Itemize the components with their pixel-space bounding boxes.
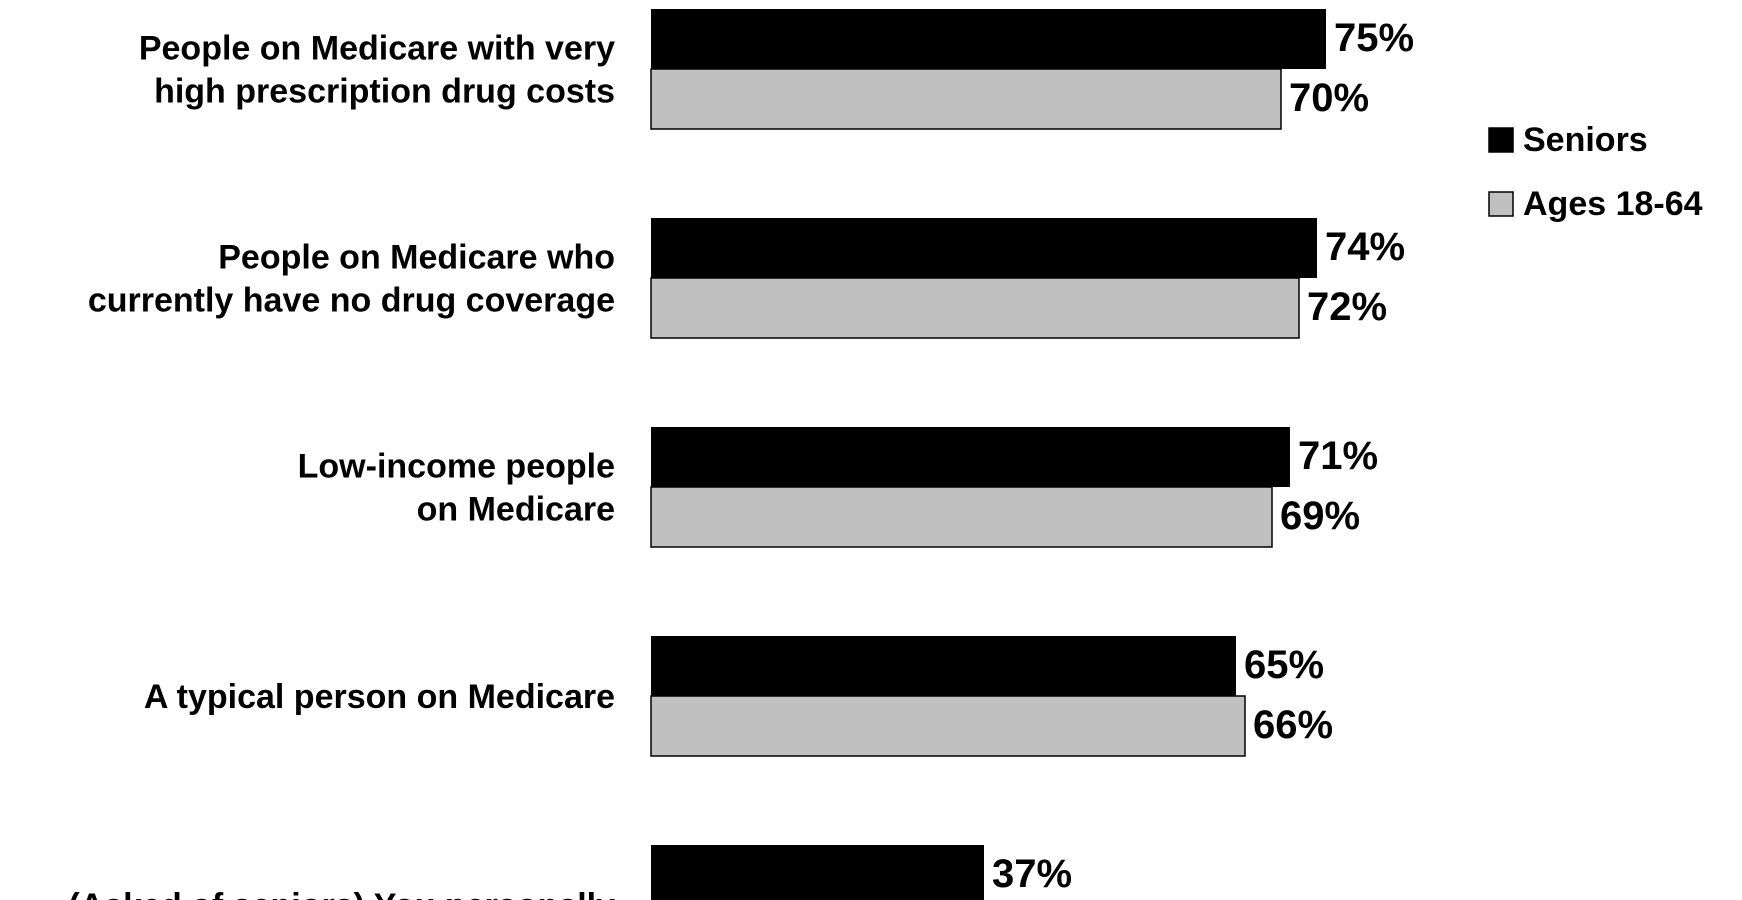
bar-seniors [651, 218, 1317, 278]
bar-ages-18-64 [650, 277, 1300, 339]
legend-label: Seniors [1523, 121, 1648, 159]
category-label-line: People on Medicare who [218, 239, 615, 277]
value-label: 74% [1325, 225, 1405, 269]
bar-ages-18-64 [650, 486, 1273, 548]
bar-seniors [651, 9, 1326, 69]
category-label-line: People on Medicare with very [139, 30, 615, 68]
value-label: 37% [992, 852, 1072, 896]
value-label: 71% [1298, 434, 1378, 478]
value-label: 72% [1307, 285, 1387, 329]
category-label-line: high prescription drug costs [154, 73, 615, 111]
value-labels: 75% 70% 74% 72% 71% 69% 65% 66% 37% [992, 16, 1414, 896]
value-label: 70% [1289, 76, 1369, 120]
category-label: Low-income people on Medicare [298, 448, 615, 529]
category-label-line: currently have no drug coverage [88, 282, 615, 320]
legend-label: Ages 18-64 [1523, 185, 1703, 223]
legend-swatch [1488, 191, 1514, 217]
category-label: (Asked of seniors) You personally [68, 887, 615, 900]
value-label: 75% [1334, 16, 1414, 60]
bar-seniors [651, 845, 984, 900]
legend: Seniors Ages 18-64 [1488, 121, 1703, 223]
value-label: 66% [1253, 703, 1333, 747]
bars [650, 9, 1326, 900]
category-label-line: on Medicare [417, 491, 615, 529]
bar-seniors [651, 427, 1290, 487]
category-label-line: A typical person on Medicare [144, 678, 615, 716]
value-label: 69% [1280, 494, 1360, 538]
category-label: A typical person on Medicare [144, 678, 615, 716]
category-label-line: (Asked of seniors) You personally [68, 887, 615, 900]
category-label: People on Medicare with very high prescri… [139, 30, 615, 111]
category-labels: People on Medicare with very high prescri… [68, 30, 615, 900]
value-label: 65% [1244, 643, 1324, 687]
category-label: People on Medicare who currently have no … [88, 239, 615, 320]
bar-seniors [651, 636, 1236, 696]
bar-ages-18-64 [650, 695, 1246, 757]
legend-swatch [1488, 127, 1514, 153]
bar-ages-18-64 [650, 68, 1282, 130]
category-label-line: Low-income people [298, 448, 615, 486]
